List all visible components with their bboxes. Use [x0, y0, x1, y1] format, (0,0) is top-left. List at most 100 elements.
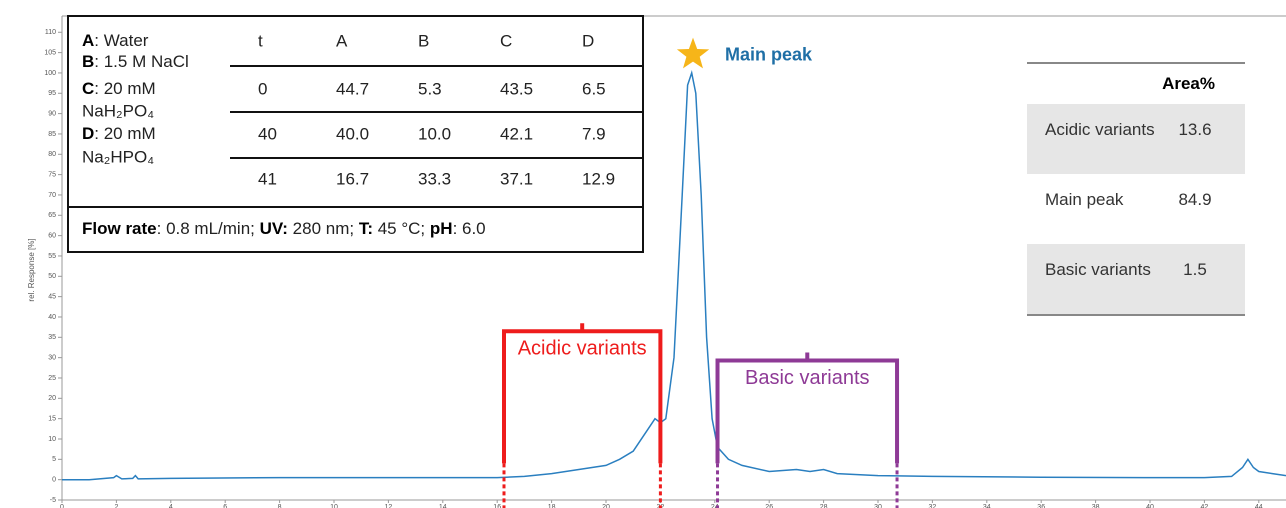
y-tick-label: 105 [44, 49, 56, 56]
legend-text2: NaH₂PO₄ [82, 101, 154, 120]
table-header: t [258, 31, 263, 50]
x-tick-label: 36 [1037, 504, 1045, 508]
y-tick-label: 5 [52, 456, 56, 463]
table-cell: 43.5 [500, 79, 533, 98]
table-cell: 40 [258, 124, 277, 143]
table-cell: 0 [258, 79, 267, 98]
area-value: 84.9 [1178, 190, 1212, 209]
table-cell: 42.1 [500, 124, 533, 143]
condition-text: : 6.0 [453, 219, 486, 238]
table-cell: 10.0 [418, 124, 451, 143]
x-tick-label: 26 [765, 504, 773, 508]
bracket [715, 352, 900, 464]
condition-key: Flow rate [82, 219, 157, 238]
y-tick-label: 110 [45, 29, 56, 36]
y-tick-label: 75 [48, 171, 56, 178]
condition-text: 280 nm; [288, 219, 359, 238]
legend-text: : 1.5 M NaCl [94, 52, 188, 71]
y-tick-label: 0 [52, 477, 56, 484]
y-tick-label: 40 [48, 314, 56, 321]
gradient-legend: C: 20 mM [82, 79, 156, 98]
legend-key: B [82, 52, 94, 71]
y-tick-label: 85 [48, 131, 56, 138]
y-tick-label: 45 [48, 293, 56, 300]
table-header: B [418, 31, 429, 50]
x-tick-label: 30 [874, 504, 882, 508]
area-value: 1.5 [1183, 260, 1207, 279]
y-tick-label: 70 [48, 192, 56, 199]
x-tick-label: 42 [1201, 504, 1209, 508]
x-tick-label: 28 [820, 504, 828, 508]
area-name: Main peak [1045, 190, 1124, 209]
bracket [502, 323, 663, 464]
region-label: Acidic variants [518, 337, 647, 359]
x-tick-label: 18 [548, 504, 556, 508]
table-cell: 33.3 [418, 169, 451, 188]
main-peak-star [676, 37, 710, 69]
y-tick-label: 80 [48, 151, 56, 158]
x-tick-label: 40 [1146, 504, 1154, 508]
table-cell: 41 [258, 169, 277, 188]
table-header: D [582, 31, 594, 50]
x-tick-label: 6 [223, 504, 227, 508]
table-cell: 16.7 [336, 169, 369, 188]
main-peak-label: Main peak [725, 44, 813, 64]
gradient-legend: D: 20 mM [82, 124, 156, 143]
conditions: Flow rate: 0.8 mL/min; UV: 280 nm; T: 45… [82, 219, 486, 238]
area-value: 13.6 [1178, 120, 1212, 139]
y-tick-label: 65 [48, 212, 56, 219]
y-tick-label: 90 [48, 110, 56, 117]
legend-text: : 20 mM [94, 79, 155, 98]
y-tick-label: -5 [50, 497, 56, 504]
condition-text: : 0.8 mL/min; [157, 219, 260, 238]
area-row: Acidic variants 13.6 [1027, 104, 1245, 174]
condition-key: UV: [260, 219, 288, 238]
legend-text: : Water [94, 31, 148, 50]
x-tick-label: 16 [493, 504, 501, 508]
y-tick-label: 20 [48, 395, 56, 402]
y-tick-label: 95 [48, 90, 56, 97]
condition-key: pH [430, 219, 453, 238]
region-label: Basic variants [745, 367, 870, 389]
gradient-legend: B: 1.5 M NaCl [82, 52, 189, 71]
y-tick-label: 35 [48, 334, 56, 341]
gradient-table-box [67, 15, 644, 253]
area-name: Acidic variants [1045, 120, 1155, 139]
x-tick-label: 10 [330, 504, 338, 508]
y-tick-label: 100 [44, 70, 56, 77]
region-bracket: Basic variants [715, 352, 900, 508]
x-tick-label: 4 [169, 504, 173, 508]
legend-key: A [82, 31, 94, 50]
legend-text2: Na₂HPO₄ [82, 147, 154, 166]
gradient-legend: A: Water [82, 31, 149, 50]
area-name: Basic variants [1045, 260, 1151, 279]
region-bracket: Acidic variants [502, 323, 663, 508]
x-tick-label: 20 [602, 504, 610, 508]
table-header: C [500, 31, 512, 50]
area-row: Main peak 84.9 [1027, 174, 1245, 244]
table-cell: 40.0 [336, 124, 369, 143]
y-tick-label: 60 [48, 232, 56, 239]
y-tick-label: 25 [48, 375, 56, 382]
x-tick-label: 34 [983, 504, 991, 508]
trace [62, 70, 1286, 481]
legend-key: C [82, 79, 94, 98]
x-tick-label: 38 [1092, 504, 1100, 508]
table-cell: 44.7 [336, 79, 369, 98]
area-header: Area% [1162, 74, 1215, 93]
condition-text: 45 °C; [373, 219, 430, 238]
x-tick-label: 0 [60, 504, 64, 508]
area-row: Basic variants 1.5 [1027, 244, 1245, 314]
table-cell: 6.5 [582, 79, 606, 98]
x-tick-label: 8 [278, 504, 282, 508]
area-table: Area% Acidic variants 13.6 Main peak 84.9 Bas… [1027, 62, 1245, 316]
table-cell: 12.9 [582, 169, 615, 188]
x-tick-label: 44 [1255, 504, 1263, 508]
table-cell: 7.9 [582, 124, 606, 143]
x-tick-label: 12 [385, 504, 393, 508]
x-tick-label: 32 [929, 504, 937, 508]
x-tick-label: 2 [114, 504, 118, 508]
y-tick-label: 10 [48, 436, 56, 443]
